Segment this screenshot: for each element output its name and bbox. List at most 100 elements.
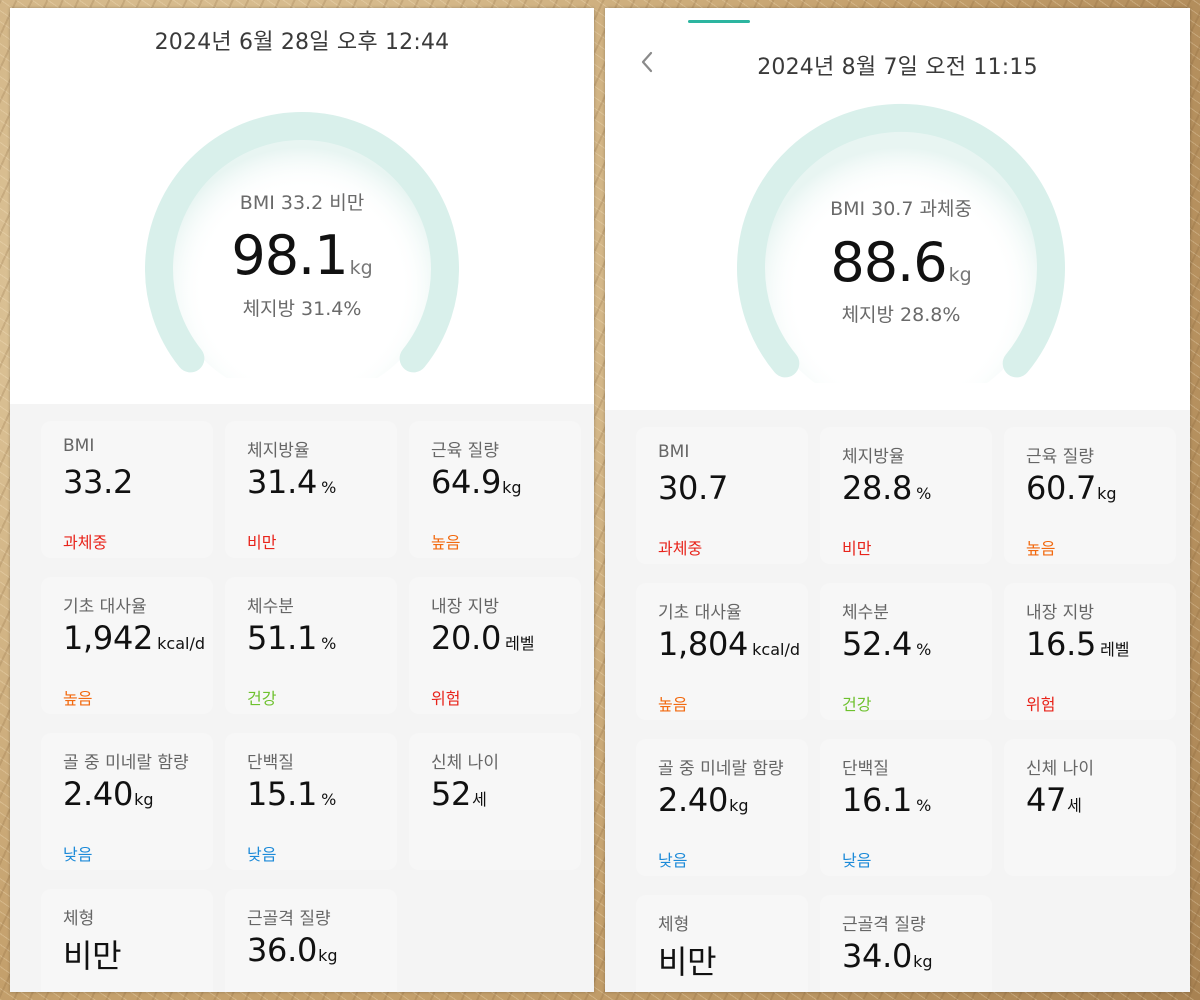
metric-label: 체지방율 xyxy=(842,447,905,467)
weight-readout: 88.6 kg xyxy=(733,231,1069,294)
metric-value: 36.0 xyxy=(247,931,318,969)
metric-status: 비만 xyxy=(842,539,872,558)
metric-label: 체지방율 xyxy=(247,441,310,461)
metric-value: 30.7 xyxy=(658,469,729,507)
metric-value-row: 1,942 kcal/d xyxy=(63,619,205,657)
metric-value: 비만 xyxy=(63,937,122,975)
metric-card-bmi[interactable]: BMI 30.7 과체중 xyxy=(636,427,808,564)
metric-value: 33.2 xyxy=(63,463,134,501)
metric-value-row: 34.0kg xyxy=(842,937,932,975)
metric-value-row: 1,804 kcal/d xyxy=(658,625,800,663)
metric-value-row: 16.1% xyxy=(842,781,931,819)
gauge-track xyxy=(737,104,1065,378)
metric-unit: kg xyxy=(318,946,338,965)
metric-unit: kg xyxy=(1097,484,1117,503)
gauge-ring xyxy=(145,112,459,378)
metric-unit: kcal/d xyxy=(157,634,205,653)
metric-label: BMI xyxy=(63,436,95,456)
metric-status: 높음 xyxy=(1026,539,1056,558)
metric-card-body-age[interactable]: 신체 나이 47세 xyxy=(1004,739,1176,876)
metric-value: 비만 xyxy=(658,943,717,981)
metric-label: 신체 나이 xyxy=(1026,759,1094,779)
weight-value: 98.1 xyxy=(231,224,348,287)
metric-value: 47 xyxy=(1026,781,1067,819)
metric-card-muscle-mass[interactable]: 근육 질량 60.7kg 높음 xyxy=(1004,427,1176,564)
metric-card-body-fat-rate[interactable]: 체지방율 31.4% 비만 xyxy=(225,421,397,558)
metric-card-bone-mineral[interactable]: 골 중 미네랄 함량 2.40kg 낮음 xyxy=(636,739,808,876)
metric-unit: % xyxy=(321,790,337,809)
metric-label: BMI xyxy=(658,442,690,462)
metric-value-row: 28.8% xyxy=(842,469,931,507)
metric-label: 체형 xyxy=(658,915,690,935)
metric-status: 낮음 xyxy=(842,851,872,870)
gauge-ring xyxy=(737,104,1065,383)
metric-label: 기초 대사율 xyxy=(658,603,742,623)
metric-card-basal-metabolic-rate[interactable]: 기초 대사율 1,804 kcal/d 높음 xyxy=(636,583,808,720)
metric-card-muscle-mass[interactable]: 근육 질량 64.9kg 높음 xyxy=(409,421,581,558)
metric-label: 골 중 미네랄 함량 xyxy=(658,759,784,779)
metric-status: 낮음 xyxy=(63,845,93,864)
metric-unit: kg xyxy=(729,796,749,815)
gauge-track xyxy=(145,112,459,373)
metric-unit: kg xyxy=(502,478,522,497)
metric-value: 1,942 xyxy=(63,619,154,657)
metric-card-body-age[interactable]: 신체 나이 52세 xyxy=(409,733,581,870)
metric-card-skeletal-muscle-mass[interactable]: 근골격 질량 36.0kg xyxy=(225,889,397,992)
metric-value: 60.7 xyxy=(1026,469,1097,507)
metric-label: 체형 xyxy=(63,909,95,929)
metric-value: 16.5 xyxy=(1026,625,1097,663)
metric-value: 15.1 xyxy=(247,775,318,813)
metric-label: 체수분 xyxy=(247,597,294,617)
metric-card-protein[interactable]: 단백질 15.1% 낮음 xyxy=(225,733,397,870)
metric-card-visceral-fat[interactable]: 내장 지방 20.0 레벨 위험 xyxy=(409,577,581,714)
metric-value-row: 15.1% xyxy=(247,775,336,813)
back-chevron-icon[interactable] xyxy=(633,48,661,76)
metric-label: 근골격 질량 xyxy=(247,909,331,929)
metric-card-protein[interactable]: 단백질 16.1% 낮음 xyxy=(820,739,992,876)
weight-unit: kg xyxy=(349,257,373,279)
metric-label: 근육 질량 xyxy=(1026,447,1094,467)
metric-label: 내장 지방 xyxy=(1026,603,1094,623)
metric-status: 높음 xyxy=(658,695,688,714)
metric-status: 과체중 xyxy=(658,539,703,558)
bmi-summary: BMI 33.2 비만 xyxy=(239,192,365,214)
metric-status: 위험 xyxy=(1026,695,1056,714)
metrics-grid: BMI 33.2 과체중 체지방율 31.4% 비만 근육 질량 64.9kg 높음 기초 대사율… xyxy=(10,404,594,992)
metric-card-body-fat-rate[interactable]: 체지방율 28.8% 비만 xyxy=(820,427,992,564)
metric-label: 단백질 xyxy=(842,759,889,779)
metric-card-skeletal-muscle-mass[interactable]: 근골격 질량 34.0kg xyxy=(820,895,992,992)
metric-value-row: 52세 xyxy=(431,775,487,813)
metric-card-body-water[interactable]: 체수분 51.1% 건강 xyxy=(225,577,397,714)
left-screenshot-panel: 2024년 6월 28일 오후 12:44 BMI 33.2 비만 98.1 kg… xyxy=(10,8,594,992)
metric-card-bmi[interactable]: BMI 33.2 과체중 xyxy=(41,421,213,558)
metric-value-row: 52.4% xyxy=(842,625,931,663)
metric-status: 건강 xyxy=(842,695,872,714)
metric-unit: % xyxy=(321,634,337,653)
metric-unit: % xyxy=(321,478,337,497)
metric-unit: % xyxy=(916,640,932,659)
metric-unit: kg xyxy=(913,952,933,971)
metric-value-row: 47세 xyxy=(1026,781,1082,819)
metric-status: 건강 xyxy=(247,689,277,708)
metric-value: 64.9 xyxy=(431,463,502,501)
metric-card-bone-mineral[interactable]: 골 중 미네랄 함량 2.40kg 낮음 xyxy=(41,733,213,870)
metric-card-basal-metabolic-rate[interactable]: 기초 대사율 1,942 kcal/d 높음 xyxy=(41,577,213,714)
metric-value-row: 64.9kg xyxy=(431,463,521,501)
metric-value: 16.1 xyxy=(842,781,913,819)
metric-label: 신체 나이 xyxy=(431,753,499,773)
metric-unit: 레벨 xyxy=(505,634,535,653)
metric-status: 낮음 xyxy=(247,845,277,864)
metric-label: 단백질 xyxy=(247,753,294,773)
metric-value: 2.40 xyxy=(63,775,134,813)
metric-unit: 세 xyxy=(472,790,487,809)
metric-value-row: 16.5 레벨 xyxy=(1026,625,1130,663)
metric-value: 20.0 xyxy=(431,619,502,657)
metric-value: 28.8 xyxy=(842,469,913,507)
tab-indicator xyxy=(688,20,750,23)
metric-card-body-water[interactable]: 체수분 52.4% 건강 xyxy=(820,583,992,720)
body-fat-summary: 체지방 28.8% xyxy=(841,304,961,326)
gauge-glow xyxy=(162,120,442,378)
